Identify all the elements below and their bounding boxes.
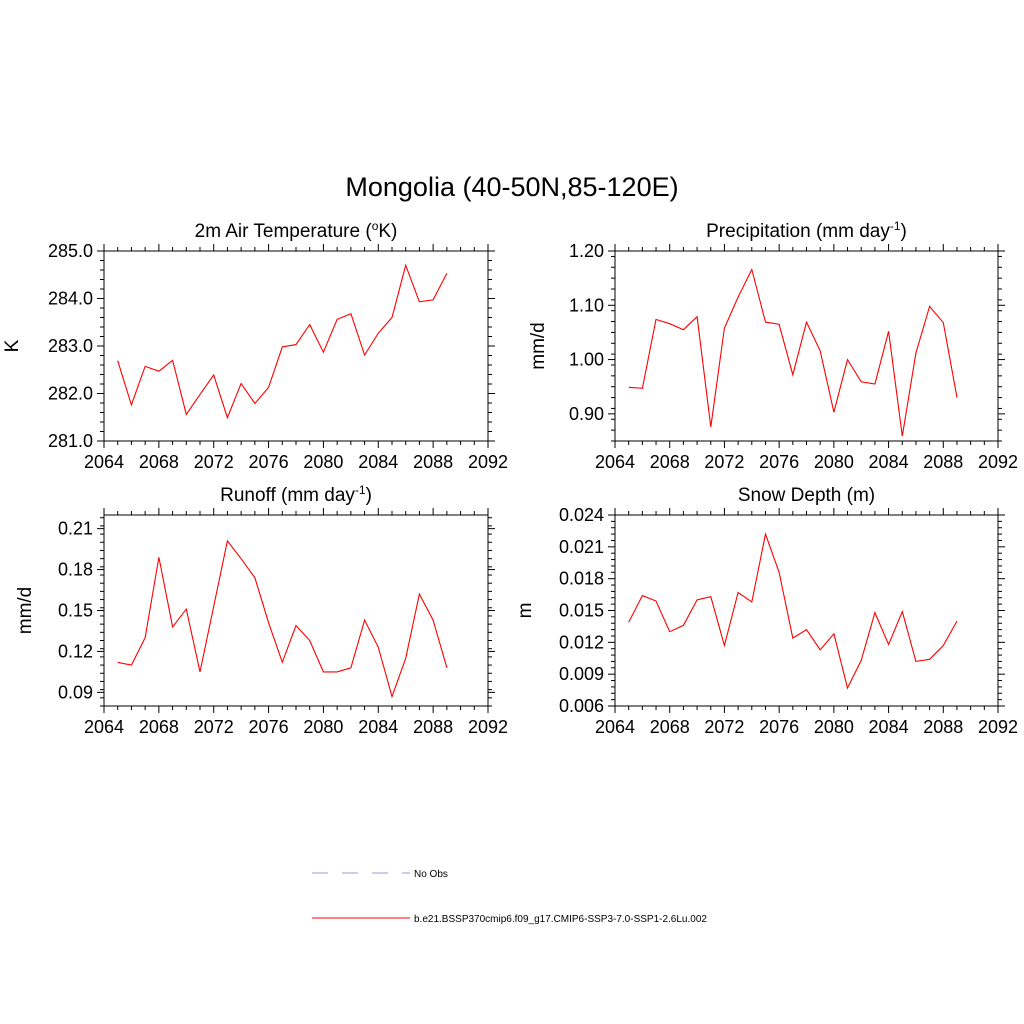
x-tick-label: 2076 <box>759 452 799 472</box>
y-tick-label: 285.0 <box>48 241 93 261</box>
y-tick-label: 0.018 <box>559 569 604 589</box>
legend-label: b.e21.BSSP370cmip6.f09_g17.CMIP6-SSP3-7.… <box>414 914 707 925</box>
plot-frame <box>103 514 489 707</box>
x-tick-label: 2076 <box>249 452 289 472</box>
panel-title-main: Precipitation (mm day <box>706 221 890 242</box>
y-tick-label: 1.10 <box>569 295 604 315</box>
figure-title: Mongolia (40-50N,85-120E) <box>345 172 678 202</box>
x-tick-label: 2092 <box>468 717 508 737</box>
y-tick-label: 0.18 <box>58 560 93 580</box>
panel-title-tail: K) <box>378 221 397 242</box>
legend-label: No Obs <box>414 869 448 880</box>
x-tick-label: 2080 <box>303 452 343 472</box>
panel-2: 2064 2068 2072 2076 2080 2084 2088 2092 0.90 1.00… <box>528 219 1018 472</box>
y-tick-label: 1.00 <box>569 350 604 370</box>
y-tick-label: 0.012 <box>559 632 604 652</box>
x-tick-label: 2068 <box>650 717 690 737</box>
x-tick-label: 2072 <box>194 452 234 472</box>
panels: 2064 2068 2072 2076 2080 2084 2088 2092 281.0 282… <box>2 219 1018 737</box>
x-tick-label: 2068 <box>139 717 179 737</box>
x-tick-label: 2076 <box>759 717 799 737</box>
x-tick-label: 2068 <box>650 452 690 472</box>
y-axis-label: mm/d <box>15 587 36 635</box>
x-tick-label: 2092 <box>978 452 1018 472</box>
y-tick-label: 1.20 <box>569 241 604 261</box>
y-axis-label: m <box>515 603 536 619</box>
x-tick-label: 2080 <box>303 717 343 737</box>
y-tick-label: 0.90 <box>569 404 604 424</box>
x-tick-label: 2088 <box>923 717 963 737</box>
x-tick-label: 2080 <box>814 452 854 472</box>
x-tick-label: 2088 <box>923 452 963 472</box>
x-tick-label: 2084 <box>358 717 398 737</box>
x-tick-label: 2080 <box>814 717 854 737</box>
x-tick-label: 2072 <box>194 717 234 737</box>
y-tick-label: 284.0 <box>48 289 93 309</box>
x-tick-label: 2064 <box>595 452 635 472</box>
legend-entry-2: b.e21.BSSP370cmip6.f09_g17.CMIP6-SSP3-7.… <box>312 914 707 925</box>
x-tick-label: 2064 <box>84 717 124 737</box>
y-tick-label: 0.021 <box>559 537 604 557</box>
panel-title-sup: o <box>372 219 379 233</box>
x-tick-label: 2092 <box>468 452 508 472</box>
plot-frame <box>103 250 489 442</box>
x-tick-label: 2088 <box>413 452 453 472</box>
y-tick-label: 281.0 <box>48 431 93 451</box>
panel-title-main: Runoff (mm day <box>220 485 355 506</box>
series-line-1 <box>117 263 448 420</box>
x-tick-label: 2064 <box>84 452 124 472</box>
x-tick-label: 2072 <box>704 452 744 472</box>
panel-title: 2m Air Temperature (oK) <box>195 219 398 242</box>
y-tick-label: 0.009 <box>559 664 604 684</box>
y-axis-label: K <box>2 339 23 352</box>
plot-frame <box>614 250 999 442</box>
panel-title-main: Snow Depth (m) <box>738 485 875 506</box>
series-line-1 <box>628 532 958 690</box>
x-tick-label: 2064 <box>595 717 635 737</box>
y-tick-label: 0.015 <box>559 601 604 621</box>
x-tick-label: 2088 <box>413 717 453 737</box>
panel-4: 2064 2068 2072 2076 2080 2084 2088 2092 0.006 0.0… <box>515 485 1018 737</box>
x-tick-label: 2092 <box>978 717 1018 737</box>
x-tick-label: 2068 <box>139 452 179 472</box>
panel-title-sup: -1 <box>355 483 366 497</box>
x-tick-label: 2084 <box>869 717 909 737</box>
y-tick-label: 0.12 <box>58 641 93 661</box>
legend-entry-1: No Obs <box>312 869 448 880</box>
series-line-1 <box>117 539 448 699</box>
panel-title: Snow Depth (m) <box>738 485 875 506</box>
y-tick-label: 282.0 <box>48 384 93 404</box>
x-tick-label: 2084 <box>869 452 909 472</box>
y-tick-label: 0.09 <box>58 682 93 702</box>
panel-title-main: 2m Air Temperature ( <box>195 221 373 242</box>
y-axis-label: mm/d <box>528 322 549 370</box>
panel-title: Precipitation (mm day-1) <box>706 219 907 242</box>
y-tick-label: 0.21 <box>58 519 93 539</box>
panel-title-sup: -1 <box>890 219 901 233</box>
panel-title-tail: ) <box>366 485 372 506</box>
y-tick-label: 283.0 <box>48 336 93 356</box>
x-tick-label: 2076 <box>249 717 289 737</box>
plot-frame <box>614 514 999 707</box>
panel-title-tail: ) <box>901 221 907 242</box>
legend: No Obs b.e21.BSSP370cmip6.f09_g17.CMIP6-S… <box>312 869 707 925</box>
x-tick-label: 2084 <box>358 452 398 472</box>
panel-3: 2064 2068 2072 2076 2080 2084 2088 2092 0.09 0.12… <box>15 483 508 737</box>
panel-1: 2064 2068 2072 2076 2080 2084 2088 2092 281.0 282… <box>2 219 508 472</box>
y-tick-label: 0.006 <box>559 696 604 716</box>
x-tick-label: 2072 <box>704 717 744 737</box>
y-tick-label: 0.024 <box>559 505 604 525</box>
y-tick-label: 0.15 <box>58 601 93 621</box>
panel-title: Runoff (mm day-1) <box>220 483 372 506</box>
series-line-1 <box>628 267 958 437</box>
